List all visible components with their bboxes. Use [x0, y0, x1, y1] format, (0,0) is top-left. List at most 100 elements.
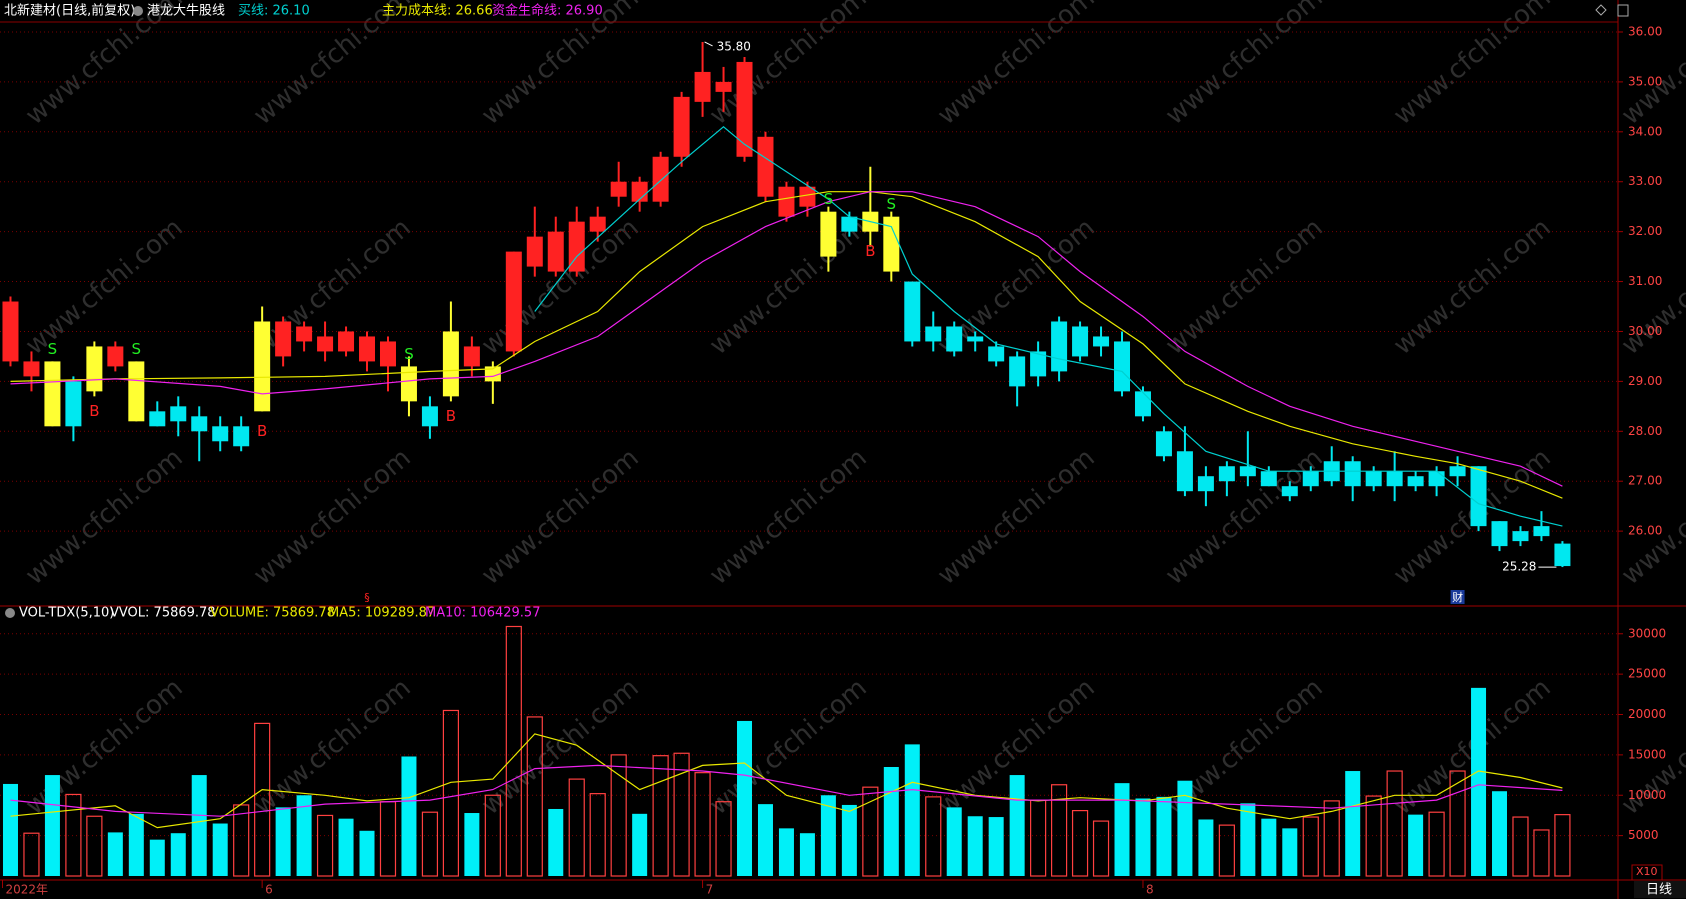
candle-body — [484, 366, 501, 382]
candle-body — [1072, 326, 1089, 357]
candle-body — [946, 326, 963, 352]
candle-body — [736, 61, 753, 157]
volume-bar — [359, 830, 375, 876]
y-tick-label: 5000 — [1628, 828, 1659, 842]
candle-body — [23, 361, 40, 377]
candle-body — [379, 341, 396, 367]
volume-bar — [338, 818, 354, 876]
volume-bar — [191, 775, 207, 876]
marker-label: § — [364, 591, 370, 604]
candle-body — [799, 186, 816, 207]
candle-body — [589, 216, 606, 232]
volume-header: VVOL: 75869.78 — [110, 606, 216, 621]
volume-bar — [44, 775, 60, 876]
volume-bar — [421, 811, 439, 877]
candle-body — [778, 186, 795, 217]
legend-entry: 主力成本线: 26.66 — [382, 4, 493, 19]
volume-bar — [505, 625, 522, 877]
marker-label: 财 — [1452, 590, 1463, 604]
volume-bar — [442, 709, 460, 877]
indicator-line — [534, 126, 1563, 527]
volume-bar — [778, 828, 794, 876]
candle-body — [1093, 336, 1110, 347]
volume-bar — [883, 766, 899, 876]
volume-bar — [65, 793, 82, 877]
indicator-icon[interactable] — [133, 6, 143, 16]
candle-body — [715, 81, 732, 92]
volume-bar — [1345, 771, 1361, 876]
volume-bar — [149, 839, 165, 876]
candle-body — [275, 321, 292, 357]
volume-bar — [128, 813, 144, 876]
volume-bar — [548, 808, 564, 876]
volume-bar — [673, 752, 690, 877]
y-tick-label: 30000 — [1628, 626, 1666, 640]
legend-entry: MA5: 109289.87 — [328, 606, 435, 621]
candle-body — [1449, 466, 1466, 477]
candle-body — [841, 216, 858, 232]
signal-label: S — [404, 345, 414, 363]
toolbar-icon[interactable] — [1595, 4, 1607, 16]
candle-body — [673, 96, 690, 157]
period-box[interactable] — [1634, 881, 1686, 898]
volume-bar — [275, 807, 291, 876]
candle-body — [254, 321, 271, 412]
y-tick-label: 26.00 — [1628, 524, 1662, 538]
volume-bar — [464, 813, 480, 876]
annotation-arrow — [704, 41, 713, 47]
volume-bar — [1177, 780, 1193, 876]
volume-bar — [1449, 770, 1466, 877]
candle-body — [757, 136, 774, 197]
volume-bar — [1218, 824, 1235, 877]
candle-body — [1554, 543, 1571, 567]
candle-body — [1386, 471, 1403, 487]
volume-bar — [1156, 796, 1172, 876]
volume-bar — [652, 755, 669, 877]
candle-body — [233, 426, 250, 447]
period-label[interactable]: 日线 — [1646, 883, 1672, 898]
volume-bar — [1261, 818, 1277, 876]
candle-body — [1428, 471, 1445, 487]
volume-bar — [1533, 829, 1550, 877]
candle-body — [1260, 471, 1277, 487]
volume-bar — [170, 833, 186, 876]
toolbar-icon[interactable] — [1617, 4, 1629, 17]
y-tick-label: 33.00 — [1628, 174, 1662, 188]
volume-icon[interactable] — [5, 608, 15, 618]
volume-bar — [484, 794, 501, 877]
y-tick-label: 20000 — [1628, 707, 1666, 721]
scale-label: X10 — [1636, 865, 1658, 878]
volume-bar — [967, 816, 983, 876]
x-tick-label: 6 — [265, 883, 273, 897]
volume-header: VOLUME: 75869.78 — [210, 606, 335, 621]
candle-body — [1051, 321, 1068, 372]
volume-bar — [1512, 816, 1529, 877]
candle-body — [904, 281, 921, 342]
y-tick-label: 31.00 — [1628, 274, 1662, 288]
y-tick-label: 29.00 — [1628, 374, 1662, 388]
volume-bar — [296, 795, 312, 876]
candle-body — [988, 346, 1005, 362]
candle-body — [44, 361, 61, 427]
candle-body — [1197, 476, 1214, 492]
y-tick-label: 25000 — [1628, 667, 1666, 681]
signal-label: S — [824, 190, 834, 208]
y-tick-label: 34.00 — [1628, 124, 1662, 138]
candle-body — [1218, 466, 1235, 482]
candle-body — [694, 71, 711, 102]
candle-body — [421, 406, 438, 427]
candle-body — [1491, 521, 1508, 547]
volume-bar — [904, 744, 920, 876]
volume-bar — [526, 716, 543, 877]
candle-body — [1239, 466, 1256, 477]
y-tick-label: 15000 — [1628, 747, 1666, 761]
volume-bar — [1092, 820, 1110, 877]
volume-bar — [2, 783, 18, 876]
volume-bar — [715, 801, 732, 877]
annotation-label: 25.28 — [1502, 560, 1536, 574]
candle-body — [400, 366, 417, 402]
candle-body — [568, 221, 585, 272]
volume-bar — [23, 832, 40, 877]
